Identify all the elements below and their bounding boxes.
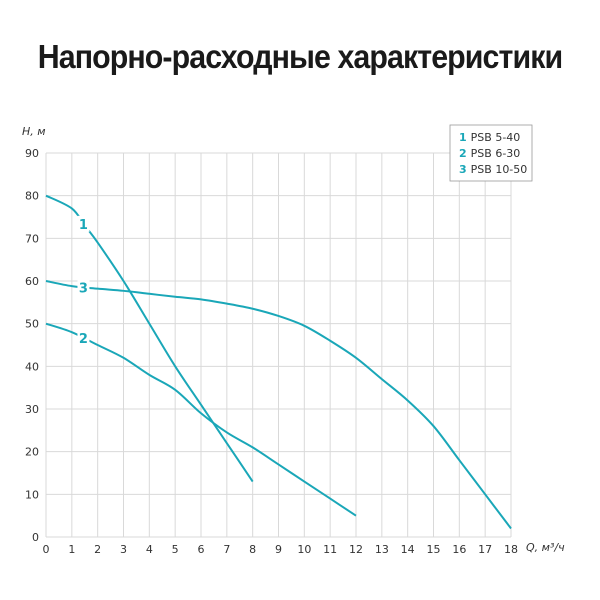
y-tick-label: 90 — [25, 147, 39, 160]
x-tick-label: 14 — [401, 543, 415, 556]
x-tick-label: 11 — [323, 543, 337, 556]
curve-label-bg — [77, 279, 90, 296]
curve-label-2: 2 — [79, 332, 88, 347]
grid — [45, 152, 512, 538]
x-tick-label: 17 — [478, 543, 492, 556]
legend-number: 3 — [459, 163, 467, 176]
x-tick-label: 4 — [146, 543, 153, 556]
x-tick-label: 15 — [427, 543, 441, 556]
y-tick-label: 20 — [25, 446, 39, 459]
x-tick-label: 18 — [504, 543, 518, 556]
tick-labels: 0 1 2 3 4 5 6 7 8 9 10 11 12 13 14 15 16 17 18010203040506… — [25, 147, 518, 556]
series-line-2 — [45, 322, 357, 517]
x-tick-label: 16 — [452, 543, 466, 556]
series-line-3 — [45, 280, 512, 530]
curve-label-1: 1 — [79, 218, 88, 233]
x-tick-label: 13 — [375, 543, 389, 556]
y-tick-label: 50 — [25, 318, 39, 331]
legend-number: 1 — [459, 131, 467, 144]
x-tick-label: 7 — [223, 543, 230, 556]
y-tick-label: 0 — [32, 531, 39, 544]
y-tick-label: 80 — [25, 190, 39, 203]
legend-box — [449, 124, 533, 182]
y-tick-label: 10 — [25, 488, 39, 501]
y-tick-label: 60 — [25, 275, 39, 288]
series-lines: 1 2 3 — [45, 194, 512, 530]
legend-item: 3 PSB 10-50 — [459, 163, 527, 176]
x-tick-label: 9 — [275, 543, 282, 556]
y-tick-label: 40 — [25, 360, 39, 373]
x-tick-label: 2 — [94, 543, 101, 556]
legend-item: 1 PSB 5-40 — [459, 131, 520, 144]
curve-label-bg — [77, 215, 90, 232]
legend: 1 PSB 5-40 2 PSB 6-30 3 PSB 10-50 — [449, 124, 533, 182]
x-tick-label: 5 — [172, 543, 179, 556]
legend-number: 2 — [459, 147, 467, 160]
x-tick-label: 3 — [120, 543, 127, 556]
legend-item: 2 PSB 6-30 — [459, 147, 520, 160]
curve-label-3: 3 — [79, 281, 88, 296]
x-tick-label: 12 — [349, 543, 363, 556]
x-tick-label: 1 — [68, 543, 75, 556]
legend-label: PSB 6-30 — [471, 147, 521, 160]
x-tick-label: 8 — [249, 543, 256, 556]
x-tick-label: 0 — [43, 543, 50, 556]
x-axis-label: Q, м³/ч — [526, 541, 565, 554]
curve-label-bg — [77, 329, 90, 346]
legend-label: PSB 10-50 — [471, 163, 528, 176]
y-tick-label: 30 — [25, 403, 39, 416]
legend-label: PSB 5-40 — [471, 131, 521, 144]
chart-title: Напорно-расходные характеристики — [37, 38, 563, 75]
x-tick-label: 6 — [198, 543, 205, 556]
y-axis-label: H, м — [22, 125, 46, 138]
x-tick-label: 10 — [297, 543, 311, 556]
y-tick-label: 70 — [25, 232, 39, 245]
